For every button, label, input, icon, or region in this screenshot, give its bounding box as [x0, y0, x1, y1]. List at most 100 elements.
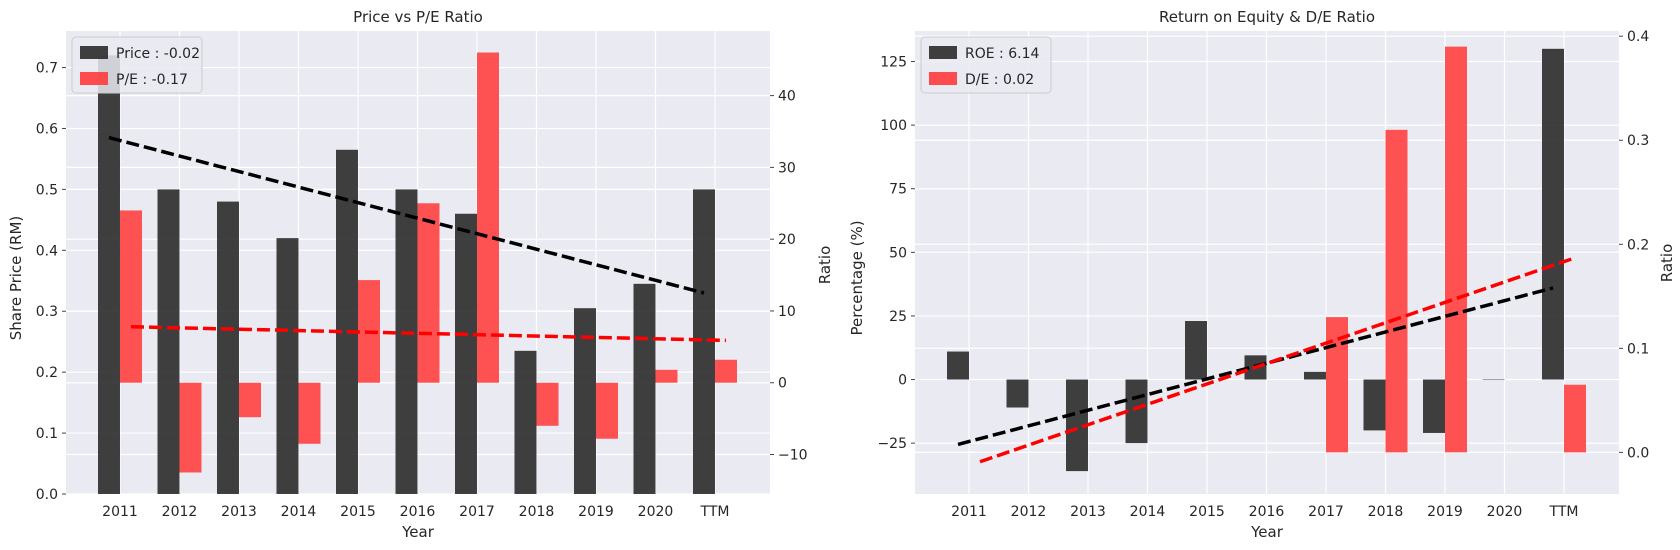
- legend-swatch: [80, 72, 108, 85]
- roe-de-chart: Return on Equity & D/E Ratio Year Percen…: [848, 8, 1676, 541]
- plot-area: [915, 31, 1619, 494]
- legend-label: P/E : -0.17: [116, 72, 188, 88]
- tick-label-x: 2019: [578, 504, 614, 520]
- axes: −25 0 25 50 75 100 125 0.0 0.1 0.2 0.3 0.4 2011 2012 2…: [877, 29, 1649, 520]
- tick-label-left: 0: [898, 373, 907, 389]
- bar-right-2018: [1385, 129, 1408, 453]
- bars: [947, 46, 1586, 472]
- bar-right-2016: [417, 203, 440, 383]
- tick-label-x: 2012: [162, 504, 198, 520]
- tick-label-x: 2018: [1368, 504, 1404, 520]
- tick-label-x: TTM: [1549, 504, 1579, 520]
- tick-label-x: 2019: [1427, 504, 1463, 520]
- trendlines: [957, 256, 1576, 464]
- tick-label-x: 2012: [1011, 504, 1047, 520]
- tick-label-right: 10: [778, 304, 796, 320]
- tick-label-left: 125: [880, 55, 907, 71]
- tick-label-left: 100: [880, 118, 907, 134]
- price-pe-chart: Price vs P/E Ratio Year Share Price (RM)…: [7, 8, 834, 541]
- bar-left-ttm: [1542, 48, 1564, 380]
- tick-label-x: 2020: [638, 504, 674, 520]
- chart-title: Price vs P/E Ratio: [353, 8, 483, 26]
- bar-right-2013: [239, 382, 261, 418]
- tick-label-right: 0.0: [1627, 445, 1649, 461]
- tick-label-right: 0.4: [1627, 29, 1649, 45]
- tick-label-x: 2016: [1249, 504, 1285, 520]
- bar-left-2018: [514, 350, 537, 494]
- y-axis-label-right: Ratio: [1658, 244, 1676, 283]
- bar-right-2014: [298, 382, 321, 444]
- tick-label-right: −10: [778, 448, 808, 464]
- tick-label-x: 2014: [281, 504, 317, 520]
- tick-label-x: 2016: [400, 504, 436, 520]
- tick-label-left: 0.4: [36, 243, 58, 259]
- x-axis-label: Year: [1250, 523, 1284, 541]
- bar-right-2019: [1445, 46, 1467, 453]
- bar-left-2011: [947, 351, 969, 380]
- bar-left-2015: [336, 149, 358, 494]
- tick-label-x: 2018: [519, 504, 555, 520]
- bar-right-2017: [1326, 317, 1348, 453]
- legend-label: Price : -0.02: [116, 46, 200, 62]
- tick-label-right: 0.2: [1627, 237, 1649, 253]
- x-axis-label: Year: [401, 523, 435, 541]
- bar-left-2012: [157, 189, 180, 495]
- y-axis-label-left: Share Price (RM): [7, 216, 25, 340]
- tick-label-right: 0: [778, 376, 787, 392]
- bar-right-2018: [536, 382, 559, 426]
- trendline-right: [130, 324, 727, 343]
- bar-right-2020: [655, 369, 678, 383]
- tick-label-x: TTM: [700, 504, 730, 520]
- tick-label-right: 20: [778, 232, 796, 248]
- bars: [98, 52, 737, 495]
- bar-left-2015: [1185, 321, 1207, 380]
- bar-right-2012: [179, 382, 202, 473]
- tick-label-x: 2020: [1487, 504, 1523, 520]
- tick-label-x: 2014: [1130, 504, 1166, 520]
- tick-label-left: 50: [889, 245, 907, 261]
- bar-left-2013: [1066, 379, 1088, 472]
- bar-left-2019: [1423, 379, 1445, 433]
- y-axis-label-right: Ratio: [816, 246, 834, 285]
- tick-label-right: 0.3: [1627, 133, 1649, 149]
- bar-left-2017: [1304, 371, 1326, 380]
- tick-label-x: 2013: [1070, 504, 1106, 520]
- tick-label-x: 2015: [340, 504, 376, 520]
- bar-left-2014: [1125, 379, 1148, 444]
- bar-right-2011: [120, 210, 142, 383]
- tick-label-left: 0.0: [36, 487, 58, 503]
- tick-label-left: 0.2: [36, 365, 58, 381]
- tick-label-left: 0.5: [36, 182, 58, 198]
- tick-label-right: 40: [778, 89, 796, 105]
- legend-swatch: [80, 46, 108, 59]
- bar-left-2017: [455, 213, 477, 494]
- tick-label-left: 25: [889, 309, 907, 325]
- bar-right-ttm: [1564, 384, 1586, 453]
- tick-label-left: −25: [877, 436, 907, 452]
- legend: Price : -0.02 P/E : -0.17: [71, 36, 203, 94]
- trendlines: [108, 135, 727, 343]
- tick-label-x: 2017: [459, 504, 495, 520]
- bar-left-2016: [395, 189, 418, 495]
- bar-left-2018: [1363, 379, 1386, 431]
- trendline-right: [979, 256, 1576, 464]
- bar-left-ttm: [693, 189, 715, 495]
- tick-label-x: 2011: [102, 504, 138, 520]
- tick-label-left: 0.6: [36, 121, 58, 137]
- tick-label-right: 30: [778, 160, 796, 176]
- bar-right-2017: [477, 52, 499, 383]
- trendline-left: [108, 135, 705, 295]
- tick-label-x: 2013: [221, 504, 257, 520]
- bar-right-2019: [596, 382, 618, 439]
- bar-left-2012: [1006, 379, 1029, 408]
- axes: 0.0 0.1 0.2 0.3 0.4 0.5 0.6 0.7 −10 0 10 20 30 40 2011…: [36, 61, 808, 520]
- tick-label-left: 75: [889, 182, 907, 198]
- bar-left-2014: [276, 238, 299, 494]
- bar-left-2011: [98, 55, 120, 495]
- tick-label-x: 2015: [1189, 504, 1225, 520]
- bar-left-2013: [217, 201, 239, 494]
- legend-swatch: [929, 72, 957, 85]
- chart-title: Return on Equity & D/E Ratio: [1159, 8, 1375, 26]
- bar-right-ttm: [715, 359, 737, 383]
